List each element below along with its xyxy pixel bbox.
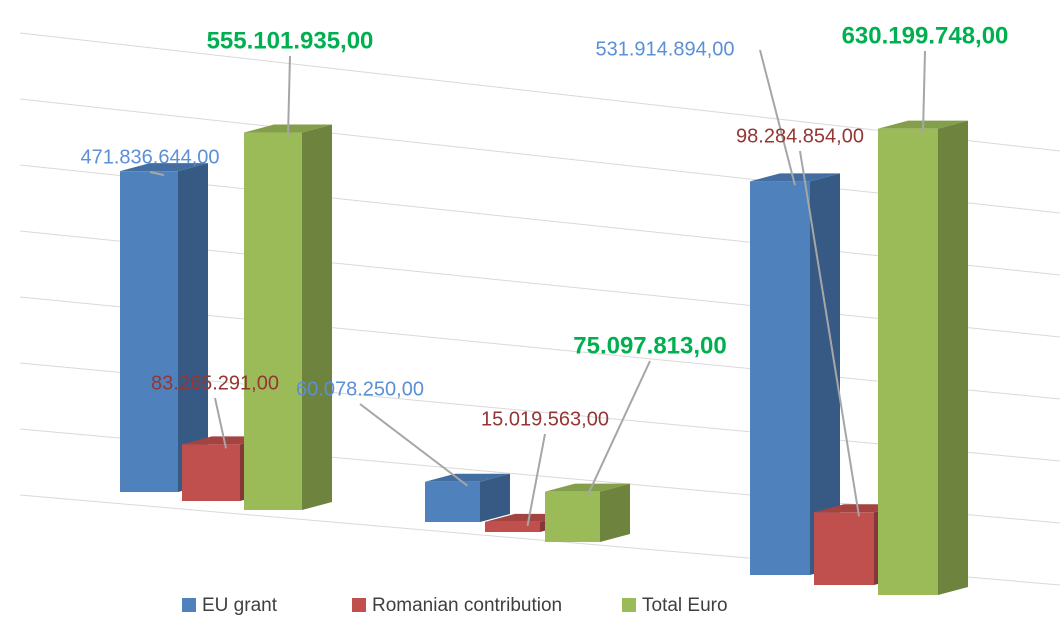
legend-label: EU grant (202, 595, 278, 616)
bar-side (810, 173, 840, 575)
leader-line (149, 171, 165, 177)
bar-top (545, 483, 630, 492)
bar (750, 173, 840, 575)
bar (545, 483, 630, 542)
bar-front (425, 481, 480, 522)
data-label: 471.836.644,00 (80, 146, 219, 168)
bar-front (814, 512, 874, 585)
bar-front (485, 521, 540, 532)
bar-side (938, 120, 968, 595)
bar-front (545, 491, 600, 542)
bar (425, 473, 510, 522)
legend-label: Romanian contribution (372, 595, 562, 616)
data-label: 531.914.894,00 (595, 38, 734, 60)
data-label: 75.097.813,00 (573, 332, 726, 359)
bars (120, 120, 968, 595)
leader-line (586, 360, 651, 497)
bar-side (178, 163, 208, 493)
bar-front (750, 181, 810, 575)
data-label: 83.265.291,00 (151, 372, 279, 394)
bar-front (120, 171, 178, 493)
data-label: 15.019.563,00 (481, 408, 609, 430)
bar-side (302, 124, 332, 510)
data-label: 60.078.250,00 (296, 378, 424, 400)
legend-swatch (622, 598, 636, 612)
bar (878, 120, 968, 595)
bar-front (878, 128, 938, 595)
bar (120, 163, 208, 493)
leader-line (214, 397, 227, 449)
bar-top (750, 173, 840, 182)
leader-line (359, 403, 469, 487)
leader-line (526, 433, 546, 527)
bar (244, 124, 332, 510)
data-label: 98.284.854,00 (736, 125, 864, 147)
legend-swatch (352, 598, 366, 612)
legend-label: Total Euro (642, 595, 728, 616)
leader-line (922, 50, 926, 133)
bar-side (480, 473, 510, 522)
bar-top (425, 473, 510, 482)
leader-line (759, 49, 796, 186)
bar-top (120, 163, 208, 172)
labels: 471.836.644,00 83.265.291,00 555.101.935,0… (80, 22, 1009, 527)
data-label: 630.199.748,00 (842, 22, 1009, 49)
leader-line (799, 150, 860, 517)
data-label: 555.101.935,00 (207, 27, 374, 54)
bar-front (244, 132, 302, 510)
bar-front (182, 444, 240, 501)
bar-side (600, 483, 630, 542)
legend-swatch (182, 598, 196, 612)
legend: EU grant Romanian contribution Total Euro (182, 595, 728, 616)
leader-line (287, 55, 291, 137)
